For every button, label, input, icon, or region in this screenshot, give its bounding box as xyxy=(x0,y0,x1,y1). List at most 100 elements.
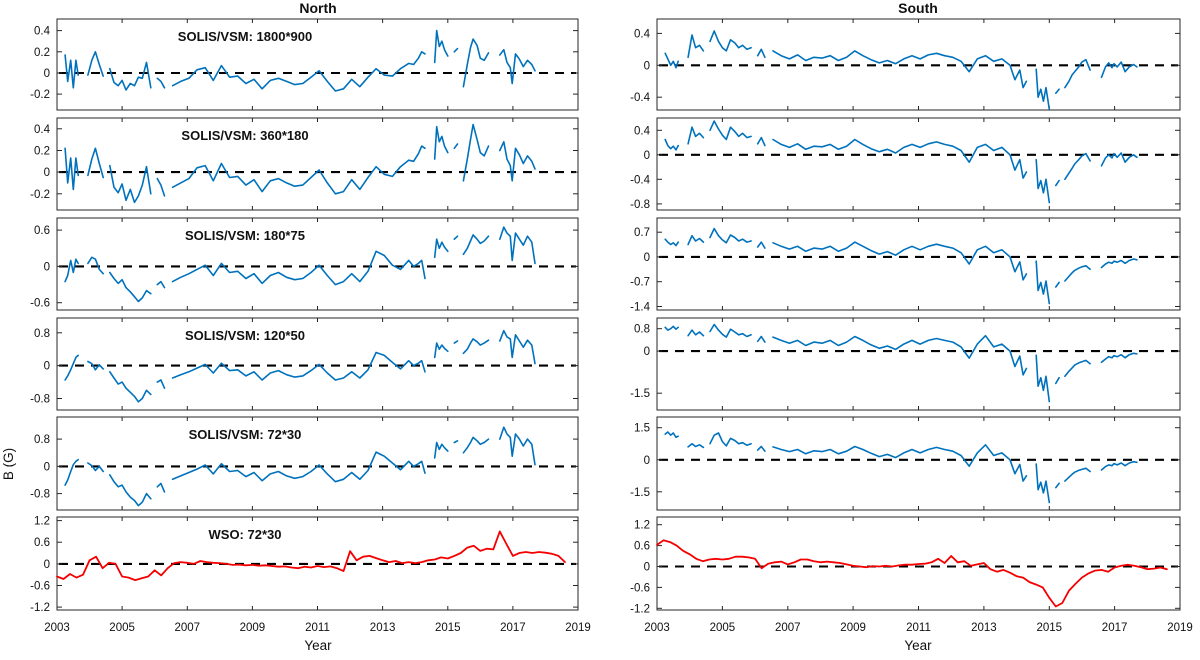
series-line-south-row2 xyxy=(664,120,1138,204)
y-tick-label: -1.4 xyxy=(630,302,650,314)
x-tick-label: 2003 xyxy=(644,622,670,634)
x-tick-label: 2011 xyxy=(305,622,330,634)
y-tick-label: 0.4 xyxy=(34,26,51,38)
series-line-SOLIS/VSM: 120*50 xyxy=(64,329,536,403)
y-tick-label: 0 xyxy=(44,461,50,473)
panel-north-row1: -0.2 0 0.2 0.4 xyxy=(30,18,579,111)
x-tick-label: 2005 xyxy=(109,622,135,634)
panel-label-north-4: SOLIS/VSM: 120*50 xyxy=(185,328,305,343)
y-tick-label: 0.8 xyxy=(34,328,50,340)
x-tick-label: 2015 xyxy=(1037,622,1063,634)
y-tick-label: -0.8 xyxy=(630,199,650,211)
y-tick-label: 1.2 xyxy=(34,516,50,528)
panel-south-row3: -1.4 -0.7 0 0.7 xyxy=(630,217,1181,314)
column-title-south: South xyxy=(898,0,938,16)
x-tick-label: 2009 xyxy=(240,622,266,634)
y-tick-label: 0 xyxy=(644,252,650,264)
y-tick-label: 0.7 xyxy=(634,227,650,239)
y-tick-label: 0.4 xyxy=(34,124,51,136)
x-tick-label: 2011 xyxy=(906,622,931,634)
panel-north-row5: -0.8 0 0.8 xyxy=(30,416,579,511)
panel-label-north-2: SOLIS/VSM: 360*180 xyxy=(181,128,308,143)
y-tick-label: 0 xyxy=(644,150,650,162)
x-tick-label: 2003 xyxy=(44,622,70,634)
x-tick-label: 2017 xyxy=(1102,622,1128,634)
y-tick-label: -0.6 xyxy=(30,581,50,593)
x-tick-label: 2007 xyxy=(175,622,201,634)
y-tick-label: -0.6 xyxy=(30,298,50,310)
y-tick-label: -0.2 xyxy=(30,189,50,201)
y-tick-label: 0 xyxy=(44,559,50,571)
y-tick-label: 0 xyxy=(44,261,50,273)
panel-south-row5: -1.5 0 1.5 xyxy=(630,416,1181,511)
y-tick-label: 0.8 xyxy=(634,324,650,336)
x-tick-label: 2007 xyxy=(775,622,801,634)
x-tick-label: 2013 xyxy=(370,622,396,634)
x-axis-label-south: Year xyxy=(904,638,932,653)
series-line-south-row4 xyxy=(664,323,1138,403)
series-line-south-row6 xyxy=(656,539,1168,608)
x-tick-label: 2013 xyxy=(971,622,997,634)
y-tick-label: -0.2 xyxy=(30,89,50,101)
panel-south-row2: -0.8 -0.4 0 0.4 xyxy=(630,117,1181,211)
plot-box xyxy=(56,18,579,111)
panel-label-north-1: SOLIS/VSM: 1800*900 xyxy=(178,29,312,44)
panel-south-row6: -1.2 -0.6 0 0.6 1.2 2003 2005 2007 2009 2011 2013 2… xyxy=(630,516,1193,634)
series-line-SOLIS/VSM: 180*75 xyxy=(64,226,536,303)
plot-box xyxy=(656,217,1181,311)
panel-south-row4: -1.5 0 0.8 xyxy=(630,317,1181,411)
series-line-WSO: 72*30 xyxy=(56,530,566,581)
x-tick-label: 2019 xyxy=(565,622,591,634)
y-tick-label: -0.4 xyxy=(630,92,650,104)
x-tick-label: 2019 xyxy=(1167,622,1193,634)
x-tick-label: 2005 xyxy=(710,622,736,634)
panel-label-north-5: SOLIS/VSM: 72*30 xyxy=(189,427,302,442)
y-tick-label: 0.2 xyxy=(34,47,50,59)
y-tick-label: -1.5 xyxy=(630,487,650,499)
x-axis-label-north: Year xyxy=(304,638,332,653)
y-tick-label: 0.4 xyxy=(634,125,651,137)
y-tick-label: 0 xyxy=(644,455,650,467)
series-line-SOLIS/VSM: 1800*900 xyxy=(64,29,536,92)
y-tick-label: -1.2 xyxy=(30,602,50,614)
plot-box xyxy=(56,217,579,311)
y-tick-label: 0 xyxy=(44,167,50,179)
y-tick-label: 0.2 xyxy=(34,146,50,158)
y-tick-label: 0 xyxy=(44,68,50,80)
panel-north-row4: -0.8 0 0.8 xyxy=(30,317,579,411)
series-line-south-row1 xyxy=(664,30,1138,110)
y-tick-label: 0.8 xyxy=(34,434,50,446)
plot-box xyxy=(56,416,579,511)
column-title-north: North xyxy=(299,0,336,16)
y-tick-label: 0 xyxy=(44,361,50,373)
plot-box xyxy=(56,117,579,211)
series-line-south-row5 xyxy=(664,431,1138,504)
y-tick-label: 0 xyxy=(644,60,650,72)
x-tick-label: 2017 xyxy=(500,622,526,634)
panel-north-row6: -1.2 -0.6 0 0.6 1.2 2003 2005 2007 2009 2011 2013 2… xyxy=(30,516,591,634)
y-tick-label: 0.4 xyxy=(634,28,651,40)
y-tick-label: -0.8 xyxy=(30,489,50,501)
y-tick-label: -1.2 xyxy=(630,603,650,615)
y-tick-label: -0.8 xyxy=(30,394,50,406)
series-line-SOLIS/VSM: 72*30 xyxy=(64,426,536,507)
y-tick-label: -1.5 xyxy=(630,388,650,400)
plot-box xyxy=(656,416,1181,511)
panel-label-north-3: SOLIS/VSM: 180*75 xyxy=(185,228,305,243)
y-tick-label: 0.6 xyxy=(34,225,50,237)
panel-label-north-6: WSO: 72*30 xyxy=(209,527,282,542)
panel-north-row3: -0.6 0 0.6 xyxy=(30,217,579,311)
y-axis-label: B (G) xyxy=(1,448,16,480)
panel-south-row1: -0.4 0 0.4 xyxy=(630,18,1181,111)
series-line-SOLIS/VSM: 360*180 xyxy=(64,123,536,204)
y-tick-label: 1.5 xyxy=(634,423,650,435)
y-tick-label: 1.2 xyxy=(634,520,650,532)
x-tick-label: 2015 xyxy=(435,622,461,634)
y-tick-label: -0.7 xyxy=(630,277,650,289)
y-tick-label: 0.6 xyxy=(634,541,650,553)
y-tick-label: 0.6 xyxy=(34,537,50,549)
y-tick-label: 0 xyxy=(644,346,650,358)
y-tick-label: -0.4 xyxy=(630,174,650,186)
